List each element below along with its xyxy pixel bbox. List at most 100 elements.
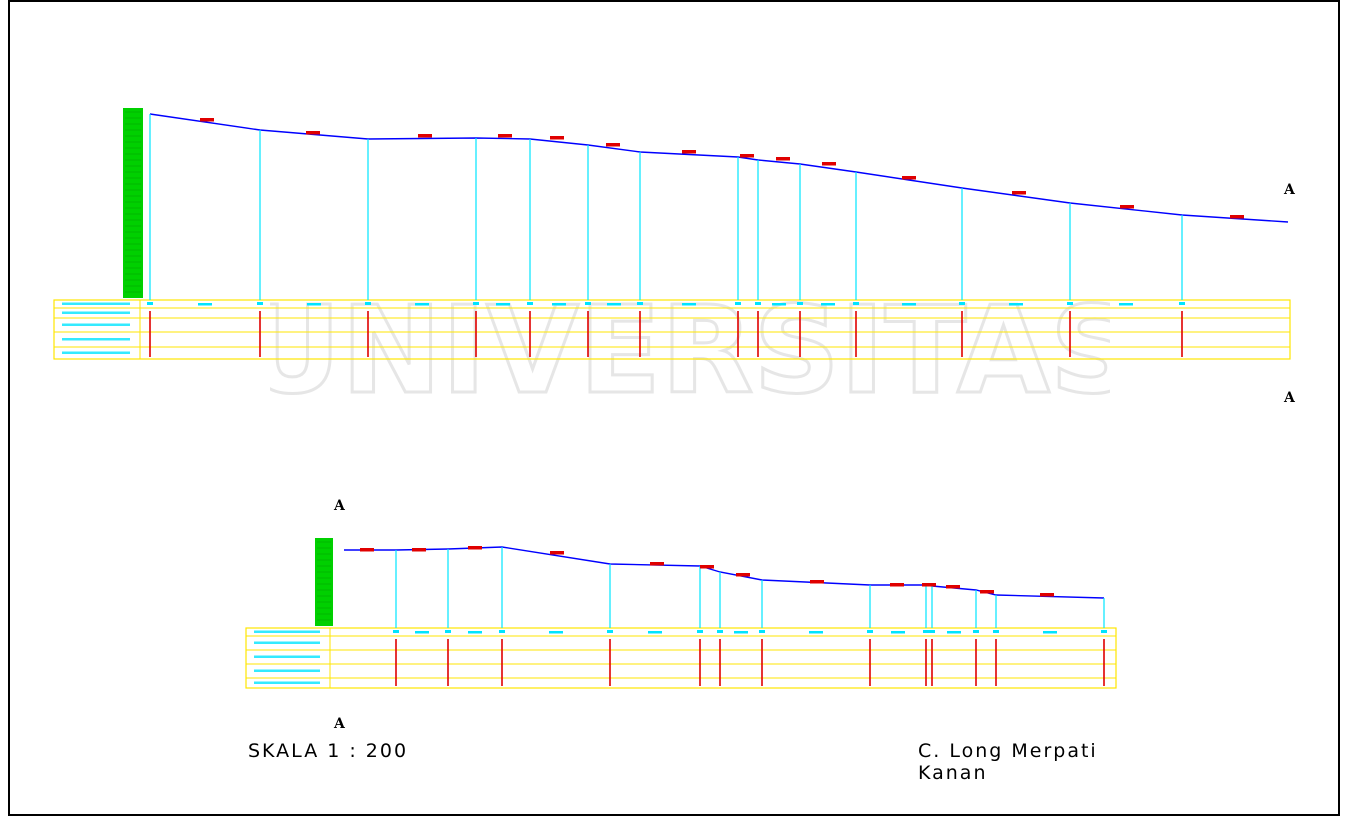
elevation-label xyxy=(418,134,432,138)
segment-length-label xyxy=(902,303,916,306)
station-label xyxy=(147,302,153,305)
segment-length-label xyxy=(809,631,823,634)
station-label xyxy=(993,630,999,633)
section-marker-a-1: A xyxy=(1284,182,1295,198)
segment-length-label xyxy=(468,631,482,634)
station-label xyxy=(929,630,935,633)
segment-length-label xyxy=(198,303,212,306)
station-label xyxy=(1179,302,1185,305)
profile-table-row-label xyxy=(62,311,130,314)
station-label xyxy=(717,630,723,633)
section-marker-a-3: A xyxy=(334,498,345,514)
station-label xyxy=(923,630,929,633)
elevation-label xyxy=(902,176,916,180)
station-label xyxy=(959,302,965,305)
elevation-label xyxy=(822,162,836,166)
segment-length-label xyxy=(415,631,429,634)
station-label xyxy=(755,302,761,305)
elevation-scale-bar xyxy=(123,108,143,298)
segment-length-label xyxy=(496,303,510,306)
profile-table-row-label xyxy=(254,630,320,633)
station-label xyxy=(473,302,479,305)
profile-table-row-label xyxy=(254,655,320,658)
station-label xyxy=(697,630,703,633)
segment-length-label xyxy=(1043,631,1057,634)
drawing-title-line-2: Kanan xyxy=(918,762,988,784)
station-label xyxy=(637,302,643,305)
cad-drawing xyxy=(53,108,1291,689)
elevation-label xyxy=(360,548,374,552)
section-marker-a-2: A xyxy=(1284,390,1295,406)
profile-table-row-label xyxy=(62,323,130,326)
drawing-frame: UNIVERSITAS A A A A SKALA 1 : 200 C. Lon… xyxy=(8,0,1340,816)
station-label xyxy=(499,630,505,633)
segment-length-label xyxy=(772,303,786,306)
profile-table-row-label xyxy=(62,351,130,354)
station-label xyxy=(445,630,451,633)
segment-length-label xyxy=(549,631,563,634)
station-label xyxy=(1067,302,1073,305)
station-label xyxy=(735,302,741,305)
elevation-label xyxy=(810,580,824,584)
segment-length-label xyxy=(682,303,696,306)
station-label xyxy=(973,630,979,633)
station-label xyxy=(853,302,859,305)
section-marker-a-4: A xyxy=(334,716,345,732)
long-profile-lower xyxy=(245,538,1117,689)
segment-length-label xyxy=(821,303,835,306)
elevation-label xyxy=(412,548,426,552)
elevation-label xyxy=(1040,593,1054,597)
elevation-label xyxy=(922,583,936,587)
profile-table-row-label xyxy=(254,681,320,684)
profile-table-border xyxy=(53,299,1291,360)
profile-table-row-label xyxy=(62,338,130,341)
segment-length-label xyxy=(947,631,961,634)
elevation-label xyxy=(946,585,960,589)
segment-length-label xyxy=(552,303,566,306)
elevation-label xyxy=(650,562,664,566)
elevation-scale-bar xyxy=(315,538,333,626)
station-label xyxy=(1101,630,1107,633)
station-label xyxy=(365,302,371,305)
drawing-title-line-1: C. Long Merpati xyxy=(918,740,1098,762)
elevation-label xyxy=(1120,205,1134,209)
profile-table-border xyxy=(245,627,1117,689)
elevation-label xyxy=(1012,191,1026,195)
profile-table-row-label xyxy=(62,302,130,305)
segment-length-label xyxy=(415,303,429,306)
segment-length-label xyxy=(1009,303,1023,306)
station-label xyxy=(759,630,765,633)
elevation-label xyxy=(498,134,512,138)
segment-length-label xyxy=(891,631,905,634)
station-label xyxy=(607,630,613,633)
profile-table-row-label xyxy=(254,669,320,672)
elevation-label xyxy=(200,118,214,122)
station-label xyxy=(867,630,873,633)
segment-length-label xyxy=(1119,303,1133,306)
long-profile-upper xyxy=(53,108,1291,360)
segment-length-label xyxy=(607,303,621,306)
elevation-label xyxy=(550,136,564,140)
station-label xyxy=(393,630,399,633)
elevation-label xyxy=(980,590,994,594)
elevation-label xyxy=(776,157,790,161)
scale-label: SKALA 1 : 200 xyxy=(248,740,409,762)
station-label xyxy=(797,302,803,305)
elevation-label xyxy=(700,565,714,569)
segment-length-label xyxy=(307,303,321,306)
station-label xyxy=(527,302,533,305)
elevation-label xyxy=(306,131,320,135)
profile-table-row-label xyxy=(254,641,320,644)
elevation-label xyxy=(736,573,750,577)
station-label xyxy=(585,302,591,305)
segment-length-label xyxy=(734,631,748,634)
elevation-label xyxy=(740,154,754,158)
elevation-label xyxy=(890,583,904,587)
elevation-label xyxy=(606,143,620,147)
elevation-label xyxy=(1230,215,1244,219)
segment-length-label xyxy=(648,631,662,634)
station-label xyxy=(257,302,263,305)
elevation-label xyxy=(468,546,482,550)
elevation-label xyxy=(550,551,564,555)
ground-profile-line xyxy=(149,113,1289,223)
